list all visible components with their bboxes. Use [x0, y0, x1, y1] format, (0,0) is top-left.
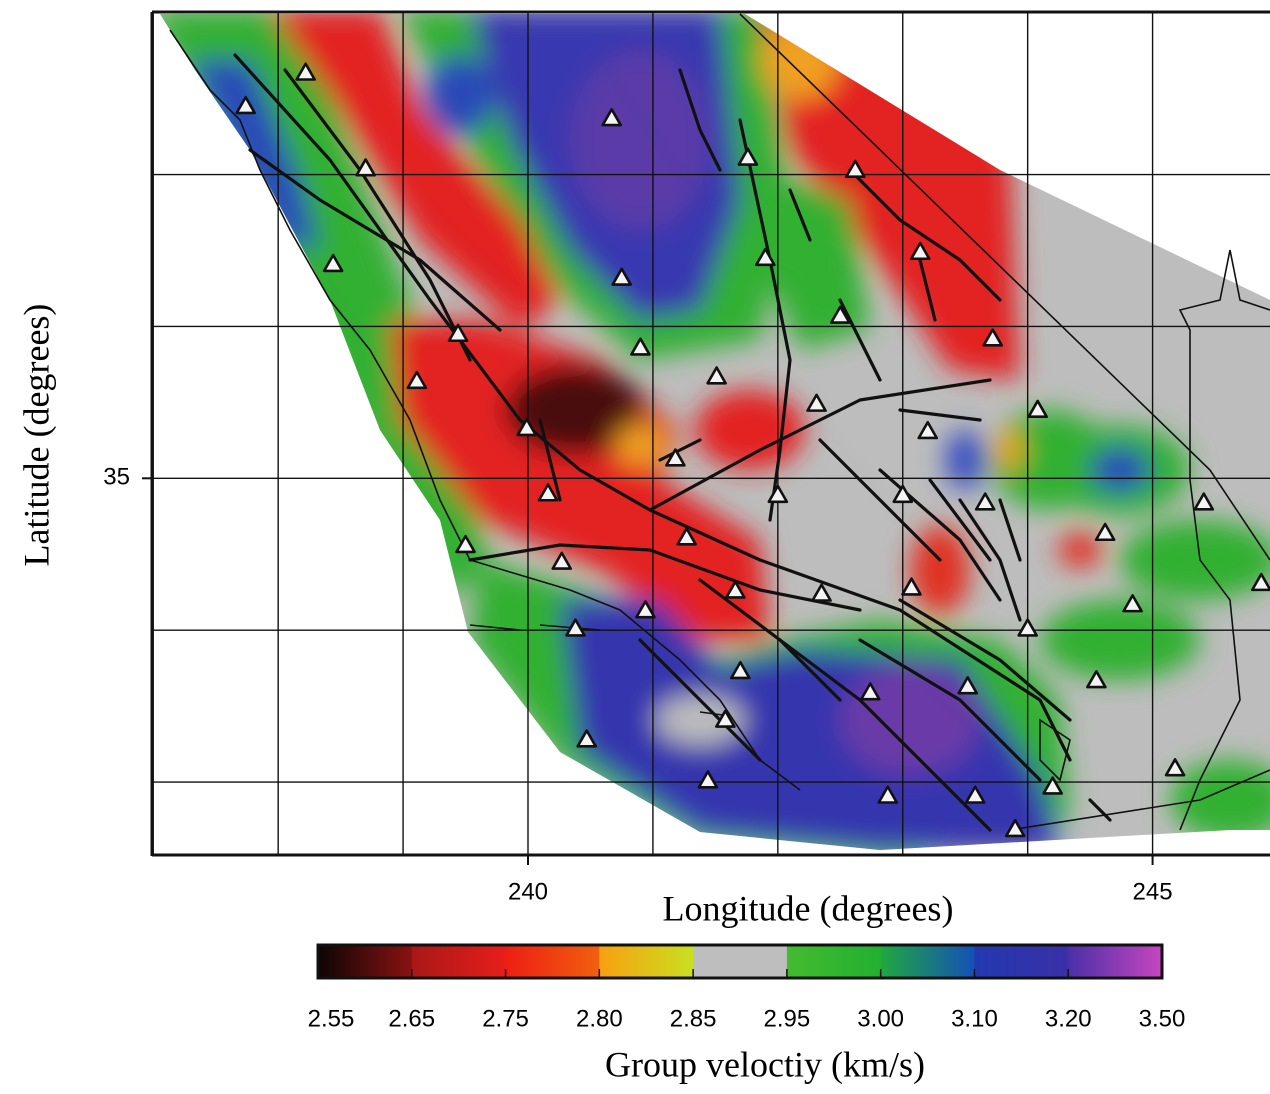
colorbar-segment: [506, 945, 600, 978]
colorbar-segment: [1068, 945, 1162, 978]
colorbar: 2.55 2.65 2.75 2.80 2.85 2.95 3.00 3.10 3.20 3.50: [308, 945, 1186, 1032]
x-tick-label: 240: [508, 878, 548, 905]
colorbar-tick-label: 2.55: [308, 1005, 355, 1032]
colorbar-tick-label: 2.85: [670, 1005, 717, 1032]
figure: 240 245 35 Longitude (degrees) Latitude (d…: [0, 0, 1270, 1094]
map-area: [150, 10, 1270, 860]
x-axis-label: Longitude (degrees): [663, 888, 954, 928]
colorbar-segment: [599, 945, 693, 978]
x-tick-label: 245: [1133, 878, 1173, 905]
colorbar-segment: [318, 945, 412, 978]
y-tick-label: 35: [103, 464, 130, 491]
colorbar-tick-label: 3.00: [857, 1005, 904, 1032]
colorbar-tick-label: 2.75: [482, 1005, 529, 1032]
colorbar-segment: [412, 945, 506, 978]
colorbar-segment: [881, 945, 975, 978]
colorbar-tick-label: 3.10: [951, 1005, 998, 1032]
colorbar-title: Group veloctiy (km/s): [605, 1044, 925, 1084]
colorbar-tick-label: 2.80: [576, 1005, 623, 1032]
colorbar-segment: [974, 945, 1068, 978]
colorbar-tick-label: 2.65: [388, 1005, 435, 1032]
y-axis-label: Latitude (degrees): [16, 304, 56, 567]
colorbar-tick-label: 2.95: [764, 1005, 811, 1032]
colorbar-segment: [787, 945, 881, 978]
colorbar-segment: [693, 945, 787, 978]
colorbar-tick-label: 3.50: [1139, 1005, 1186, 1032]
colorbar-tick-label: 3.20: [1045, 1005, 1092, 1032]
